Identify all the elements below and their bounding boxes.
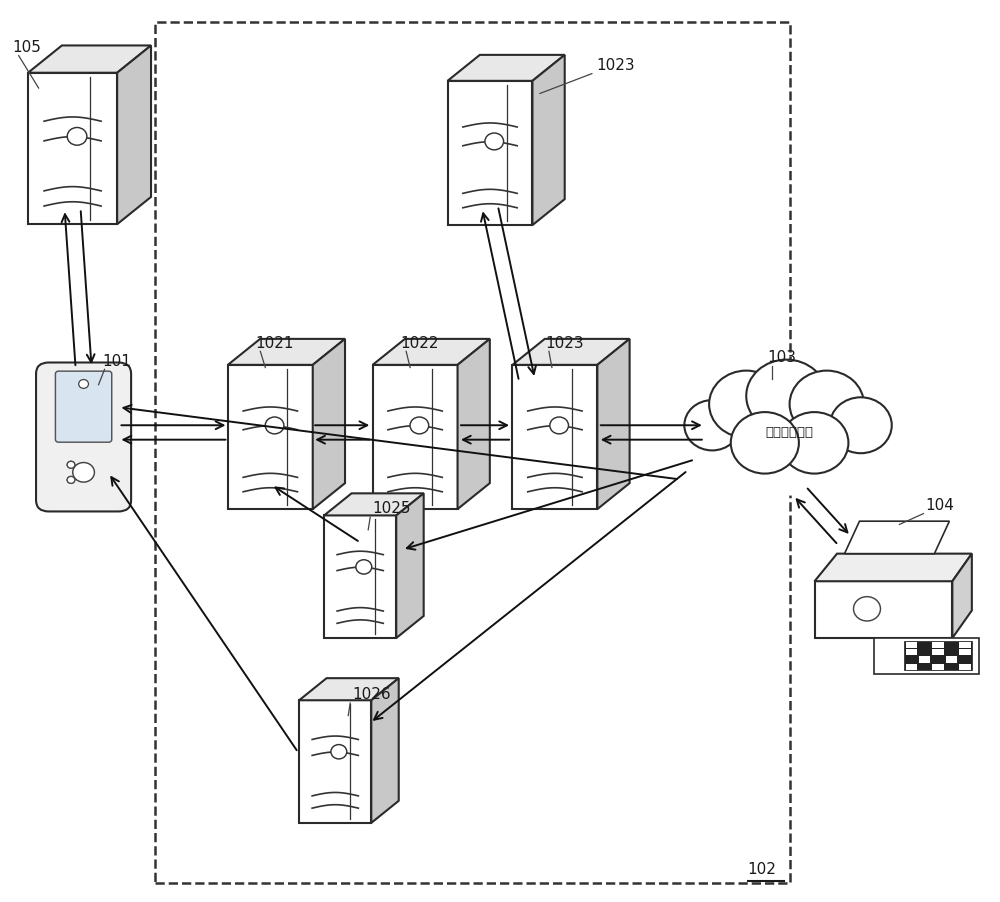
- Circle shape: [709, 372, 783, 438]
- Circle shape: [550, 418, 569, 435]
- Text: 104: 104: [925, 497, 954, 512]
- Circle shape: [79, 380, 88, 389]
- Polygon shape: [845, 521, 949, 554]
- Circle shape: [73, 463, 94, 483]
- Circle shape: [485, 133, 504, 151]
- Polygon shape: [324, 516, 396, 639]
- Circle shape: [67, 462, 75, 469]
- Polygon shape: [815, 554, 972, 582]
- FancyBboxPatch shape: [55, 372, 112, 443]
- Text: 103: 103: [768, 350, 797, 364]
- Circle shape: [265, 418, 284, 435]
- Polygon shape: [228, 365, 313, 510]
- Circle shape: [790, 372, 864, 438]
- Ellipse shape: [666, 402, 913, 496]
- Bar: [906, 664, 917, 670]
- Polygon shape: [371, 678, 399, 823]
- Bar: [932, 642, 944, 649]
- Polygon shape: [448, 82, 532, 226]
- Polygon shape: [532, 56, 565, 226]
- Circle shape: [67, 477, 75, 483]
- Polygon shape: [28, 74, 117, 225]
- Text: 102: 102: [748, 861, 777, 876]
- Bar: [906, 642, 917, 649]
- Circle shape: [67, 477, 75, 483]
- Bar: [904, 641, 972, 671]
- Bar: [919, 657, 930, 663]
- Circle shape: [67, 462, 75, 469]
- Circle shape: [780, 412, 848, 474]
- Circle shape: [746, 360, 827, 433]
- Text: 101: 101: [103, 354, 131, 368]
- FancyBboxPatch shape: [36, 364, 131, 511]
- Polygon shape: [597, 339, 630, 510]
- Bar: [946, 657, 957, 663]
- Polygon shape: [373, 339, 490, 365]
- Bar: [959, 664, 971, 670]
- Text: 105: 105: [13, 40, 42, 55]
- Text: 1025: 1025: [372, 501, 411, 516]
- Circle shape: [410, 418, 429, 435]
- Polygon shape: [512, 365, 597, 510]
- Text: 1023: 1023: [596, 58, 634, 73]
- Polygon shape: [28, 46, 151, 74]
- Bar: [906, 649, 917, 656]
- Polygon shape: [373, 365, 458, 510]
- Text: 1022: 1022: [400, 336, 439, 350]
- Bar: [155, 23, 790, 883]
- Text: 1021: 1021: [255, 336, 294, 350]
- Bar: [932, 649, 944, 656]
- Polygon shape: [117, 46, 151, 225]
- Polygon shape: [313, 339, 345, 510]
- Polygon shape: [952, 554, 972, 639]
- Bar: [932, 664, 944, 670]
- Polygon shape: [228, 339, 345, 365]
- Text: 1026: 1026: [352, 686, 391, 702]
- Polygon shape: [815, 582, 952, 639]
- Polygon shape: [396, 493, 424, 639]
- Polygon shape: [874, 639, 979, 674]
- Circle shape: [331, 745, 347, 759]
- Polygon shape: [458, 339, 490, 510]
- Circle shape: [731, 412, 799, 474]
- Text: 1023: 1023: [545, 336, 584, 350]
- Circle shape: [67, 128, 87, 146]
- Polygon shape: [512, 339, 630, 365]
- Bar: [959, 649, 971, 656]
- Bar: [959, 642, 971, 649]
- Polygon shape: [299, 678, 399, 701]
- Circle shape: [684, 400, 740, 451]
- Polygon shape: [448, 56, 565, 82]
- Circle shape: [854, 597, 880, 621]
- Polygon shape: [299, 701, 371, 823]
- Text: 设备方服务器: 设备方服务器: [766, 425, 814, 438]
- Circle shape: [356, 560, 372, 575]
- Circle shape: [830, 398, 892, 454]
- Polygon shape: [324, 493, 424, 516]
